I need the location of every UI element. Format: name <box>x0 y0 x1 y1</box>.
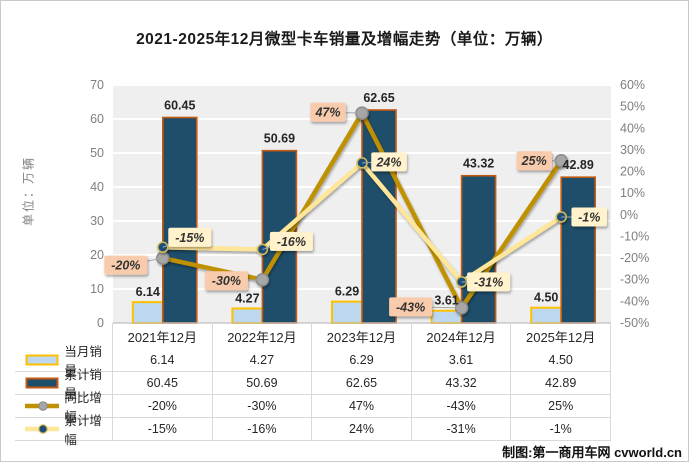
legend-bar-swatch-icon <box>25 377 59 389</box>
pct-label-box-累计增幅 <box>571 207 607 227</box>
table-column-header: 2021年12月 <box>113 323 213 349</box>
bar-label-monthly: 6.14 <box>136 285 160 299</box>
table-value-cell: -31% <box>411 418 512 441</box>
table-column-header: 2025年12月 <box>511 323 611 349</box>
table-value-cell: -16% <box>212 418 313 441</box>
legend-bar-swatch-icon <box>25 354 59 366</box>
left-axis-tick: 70 <box>90 78 104 92</box>
pct-label-同比增幅: 25% <box>521 154 547 168</box>
left-axis-tick: 0 <box>97 316 104 330</box>
bar-label-monthly: 4.50 <box>534 291 558 305</box>
bar-label-cumulative: 42.89 <box>563 158 594 172</box>
table-value-cell: 42.89 <box>511 372 611 395</box>
bar-当月销量-2023年12月 <box>331 300 363 325</box>
table-value-cell: 4.27 <box>212 349 313 372</box>
pct-label-累计增幅: 24% <box>375 155 401 169</box>
pct-label-同比增幅: -20% <box>111 259 140 273</box>
pct-label-累计增幅: -15% <box>175 231 204 245</box>
pct-label-累计增幅: -31% <box>474 275 503 289</box>
pct-label-box-累计增幅 <box>467 272 511 292</box>
right-axis-tick: -10% <box>620 229 649 243</box>
bar-label-cumulative: 60.45 <box>164 98 195 112</box>
table-value-cell: 6.29 <box>312 349 412 372</box>
table-value-cell: -43% <box>411 395 512 418</box>
table-value-cell: -1% <box>511 418 611 441</box>
table-value-cell: 62.65 <box>312 372 412 395</box>
table-column-header: 2022年12月 <box>213 323 313 349</box>
table-value-cell: 47% <box>312 395 412 418</box>
bar-累计销量-2025年12月 <box>560 176 597 324</box>
right-axis-tick: 50% <box>620 100 645 114</box>
pct-label-box-累计增幅 <box>168 227 212 247</box>
legend-line-marker-icon <box>25 401 60 411</box>
left-axis-tick: 10 <box>90 282 104 296</box>
right-axis-tick: 60% <box>620 78 645 92</box>
legend-item-累计销量: 累计销量 <box>15 368 113 401</box>
legend-line-marker-icon <box>25 424 60 434</box>
table-value-cell: 25% <box>511 395 611 418</box>
right-axis-tick: 20% <box>620 165 645 179</box>
legend-item-同比增幅: 同比增幅 <box>15 391 113 424</box>
legend-label: 累计增幅 <box>64 414 102 447</box>
table-value-cell: -15% <box>113 418 213 441</box>
legend-label: 同比增幅 <box>64 391 102 424</box>
pct-label-box-同比增幅 <box>516 151 552 171</box>
table-value-cell: 24% <box>312 418 412 441</box>
right-axis-tick: -40% <box>620 294 649 308</box>
bar-label-monthly: 3.61 <box>434 294 458 308</box>
table-value-cell: 50.69 <box>212 372 313 395</box>
table-corner-cell <box>15 323 113 349</box>
right-axis-tick: -30% <box>620 273 649 287</box>
table-column-header: 2024年12月 <box>412 323 512 349</box>
bar-label-cumulative: 62.65 <box>363 91 394 105</box>
right-axis-tick: -20% <box>620 251 649 265</box>
left-axis-tick: 60 <box>90 112 104 126</box>
right-axis-tick: 30% <box>620 143 645 157</box>
left-axis-tick: 20 <box>90 248 104 262</box>
table-value-cell: -30% <box>212 395 313 418</box>
pct-label-累计增幅: -16% <box>277 235 306 249</box>
bar-当月销量-2025年12月 <box>530 306 563 325</box>
legend-item-当月销量: 当月销量 <box>15 345 113 378</box>
left-axis-tick: 50 <box>90 146 104 160</box>
bar-label-monthly: 4.27 <box>235 291 259 305</box>
bar-当月销量-2021年12月 <box>131 301 164 324</box>
pct-label-box-同比增幅 <box>310 102 346 122</box>
legend-label: 累计销量 <box>64 368 102 401</box>
credit-text: 制图:第一商用车网 cvworld.cn <box>502 445 682 460</box>
table-column-header: 2023年12月 <box>312 323 412 349</box>
table-value-cell: 6.14 <box>113 349 213 372</box>
pct-label-box-累计增幅 <box>371 152 407 172</box>
left-axis-tick: 40 <box>90 180 104 194</box>
legend-label: 当月销量 <box>64 345 102 378</box>
right-axis-tick: 0% <box>620 208 638 222</box>
bar-label-monthly: 6.29 <box>335 285 359 299</box>
bar-累计销量-2021年12月 <box>162 116 198 324</box>
table-value-cell: 3.61 <box>411 349 512 372</box>
pct-label-box-同比增幅 <box>104 255 148 275</box>
pct-label-box-同比增幅 <box>389 297 433 317</box>
data-table-legend: 2021年12月 2022年12月 2023年12月 2024年12月 2025年12月… <box>15 323 611 447</box>
pct-label-同比增幅: -30% <box>212 274 241 288</box>
table-value-cell: 60.45 <box>113 372 213 395</box>
pct-label-累计增幅: -1% <box>578 210 600 224</box>
bar-label-cumulative: 50.69 <box>264 132 295 146</box>
table-value-cell: 43.32 <box>411 372 512 395</box>
table-value-cell: -20% <box>113 395 213 418</box>
pct-label-box-同比增幅 <box>204 271 248 291</box>
pct-label-同比增幅: 47% <box>314 106 340 120</box>
chart-title: 2021-2025年12月微型卡车销量及增幅走势（单位：万辆） <box>136 31 553 48</box>
pct-label-同比增幅: -43% <box>396 300 425 314</box>
bar-label-cumulative: 43.32 <box>463 157 494 171</box>
pct-label-box-累计增幅 <box>269 231 313 251</box>
table-value-cell: 4.50 <box>511 349 611 372</box>
right-axis-tick: -50% <box>620 316 649 330</box>
legend-item-累计增幅: 累计增幅 <box>15 414 113 447</box>
bar-当月销量-2022年12月 <box>231 307 264 324</box>
left-axis-tick: 30 <box>90 214 104 228</box>
right-axis-tick: 10% <box>620 186 645 200</box>
right-axis-tick: 40% <box>620 121 645 135</box>
